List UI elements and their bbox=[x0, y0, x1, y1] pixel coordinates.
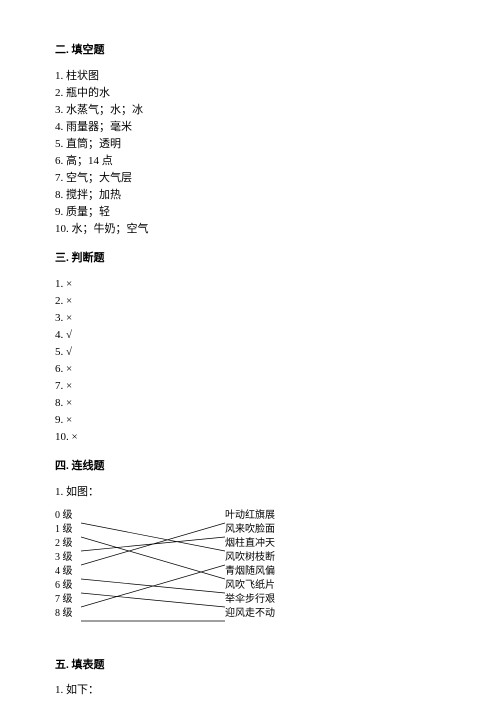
matching-diagram: 0 级 1 级 2 级 3 级 4 级 6 级 7 级 8 级 叶动红旗展 风来… bbox=[55, 509, 355, 639]
fill-item: 9. 质量；轻 bbox=[55, 204, 445, 221]
judge-item: 2. × bbox=[55, 293, 445, 310]
section5-intro: 1. 如下： bbox=[55, 682, 445, 699]
fill-item: 10. 水；牛奶；空气 bbox=[55, 221, 445, 238]
judge-item: 6. × bbox=[55, 361, 445, 378]
section3-list: 1. × 2. × 3. × 4. √ 5. √ 6. × 7. × 8. × … bbox=[55, 276, 445, 446]
fill-item: 8. 搅拌；加热 bbox=[55, 187, 445, 204]
matching-lines bbox=[81, 509, 225, 639]
judge-item: 9. × bbox=[55, 412, 445, 429]
fill-item: 2. 瓶中的水 bbox=[55, 85, 445, 102]
right-label: 叶动红旗展 bbox=[225, 509, 345, 523]
section4-title: 四. 连线题 bbox=[55, 458, 445, 476]
section2-title: 二. 填空题 bbox=[55, 42, 445, 60]
judge-item: 3. × bbox=[55, 310, 445, 327]
judge-item: 7. × bbox=[55, 378, 445, 395]
judge-item: 4. √ bbox=[55, 327, 445, 344]
right-label: 风来吹脸面 bbox=[225, 523, 345, 537]
judge-item: 8. × bbox=[55, 395, 445, 412]
judge-item: 1. × bbox=[55, 276, 445, 293]
fill-item: 1. 柱状图 bbox=[55, 68, 445, 85]
right-label: 烟柱直冲天 bbox=[225, 537, 345, 551]
fill-item: 5. 直筒；透明 bbox=[55, 136, 445, 153]
fill-item: 4. 雨量器；毫米 bbox=[55, 119, 445, 136]
right-label: 举伞步行艰 bbox=[225, 593, 345, 607]
fill-item: 6. 高；14 点 bbox=[55, 153, 445, 170]
fill-item: 7. 空气；大气层 bbox=[55, 170, 445, 187]
page: 二. 填空题 1. 柱状图 2. 瓶中的水 3. 水蒸气；水；冰 4. 雨量器；… bbox=[0, 0, 500, 719]
right-label: 风吹飞纸片 bbox=[225, 579, 345, 593]
fill-item: 3. 水蒸气；水；冰 bbox=[55, 102, 445, 119]
judge-item: 5. √ bbox=[55, 344, 445, 361]
section2-list: 1. 柱状图 2. 瓶中的水 3. 水蒸气；水；冰 4. 雨量器；毫米 5. 直… bbox=[55, 68, 445, 238]
right-label: 风吹树枝断 bbox=[225, 551, 345, 565]
section4-intro: 1. 如图： bbox=[55, 484, 445, 501]
section3-title: 三. 判断题 bbox=[55, 250, 445, 268]
judge-item: 10. × bbox=[55, 429, 445, 446]
right-label: 迎风走不动 bbox=[225, 607, 345, 621]
right-label: 青烟随风偏 bbox=[225, 565, 345, 579]
section5-title: 五. 填表题 bbox=[55, 657, 445, 675]
matching-right-col: 叶动红旗展 风来吹脸面 烟柱直冲天 风吹树枝断 青烟随风偏 风吹飞纸片 举伞步行… bbox=[225, 509, 345, 621]
